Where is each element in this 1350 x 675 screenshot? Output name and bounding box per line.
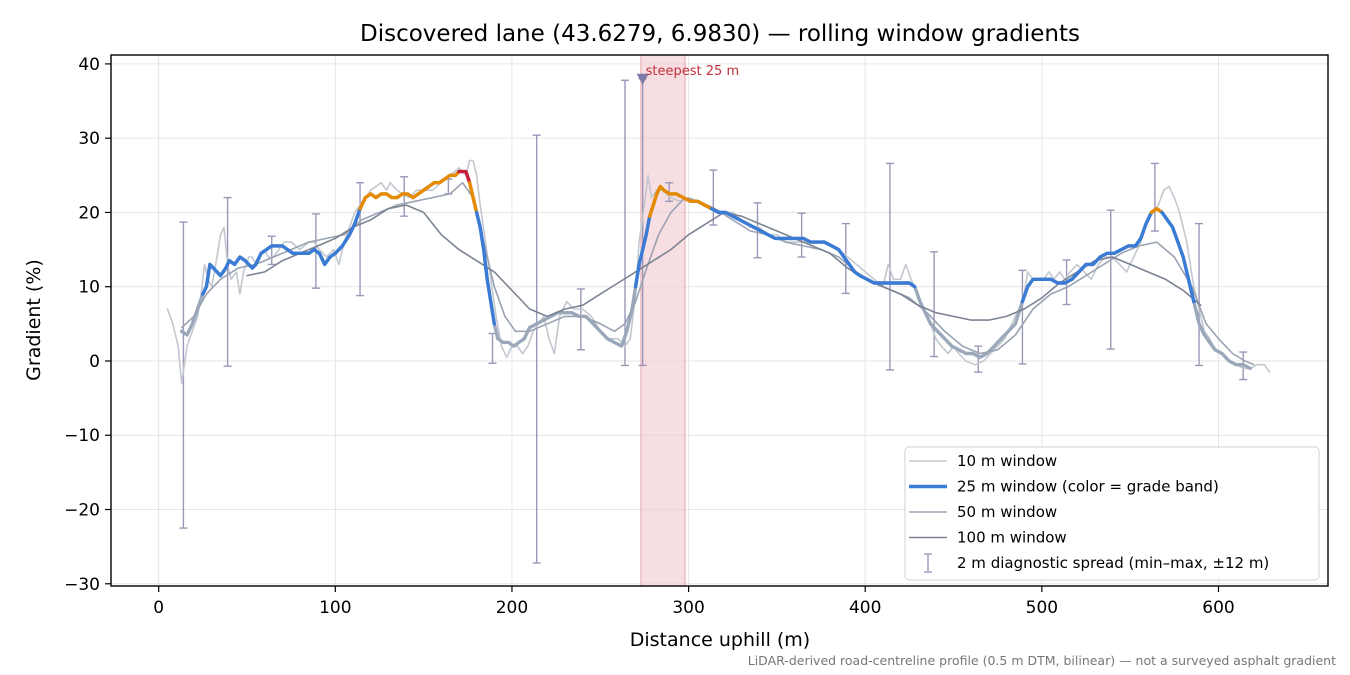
y-tick-label: 30 [78,129,100,149]
y-tick-label: 0 [89,352,100,372]
series-10m-line [166,159,1271,385]
errorbar [223,196,232,367]
legend-box [904,446,1320,581]
x-tick-label: 100 [319,598,351,618]
errorbar [1106,209,1115,350]
chart-title: Discovered lane (43.6279, 6.9830) — roll… [360,21,1080,47]
errorbar [974,345,983,373]
y-tick-label: −10 [64,426,100,446]
y-axis-label: Gradient (%) [23,259,45,381]
legend-label: 2 m diagnostic spread (min–max, ±12 m) [957,554,1269,572]
band-segment-mid [1020,210,1154,304]
steepest-label: steepest 25 m [646,64,739,79]
y-tick-label: −20 [64,501,100,521]
band-segment-high [1149,206,1164,215]
errorbar [267,235,276,266]
y-tick-label: 20 [78,203,100,223]
y-axis-ticks: −30 −20 −10 0 10 20 30 40 [64,55,111,595]
x-tick-label: 500 [1026,598,1058,618]
errorbar [1150,162,1159,232]
errorbar [356,182,365,297]
legend: 10 m window 25 m window (color = grade ba… [904,446,1320,581]
errorbar [709,169,718,226]
errorbar [532,134,541,564]
legend-label: 100 m window [957,529,1067,547]
legend-label: 10 m window [957,452,1057,470]
x-tick-label: 400 [849,598,881,618]
band-segment-high [358,169,461,211]
errorbar [1195,222,1204,367]
legend-label: 50 m window [957,503,1057,521]
errorbar [621,79,630,367]
legend-item-w50: 50 m window [909,503,1057,521]
band-segment-high [467,180,479,215]
y-tick-label: 10 [78,278,100,298]
band-segment-mid [633,214,652,289]
errorbar [797,212,806,258]
band-segment-steep [457,169,472,185]
band-segment-mid [709,206,917,289]
errorbar [576,288,585,351]
grid-lines [111,55,1328,586]
band-segment-mid [201,206,362,296]
band-segment-high [648,184,714,218]
legend-label: 25 m window (color = grade band) [957,478,1219,496]
x-tick-label: 600 [1202,598,1234,618]
legend-item-w25: 25 m window (color = grade band) [909,478,1219,496]
y-tick-label: 40 [78,55,100,75]
x-axis-ticks: 0 100 200 300 400 500 600 [153,586,1235,618]
steepest-marker-group: steepest 25 m [636,64,739,85]
footnote: LiDAR-derived road-centreline profile (0… [748,653,1336,668]
errorbar [885,162,894,371]
plot-frame [110,54,1329,587]
legend-item-err: 2 m diagnostic spread (min–max, ±12 m) [924,553,1269,573]
steepest-highlight [640,54,686,587]
errorbar-group [179,78,1248,564]
x-tick-label: 200 [496,598,528,618]
errorbar [400,176,409,217]
errorbar [930,251,939,358]
band-segment-mid [474,210,496,326]
steepest-span [640,54,686,587]
grade-band-line [201,169,1196,326]
x-tick-label: 300 [672,598,704,618]
band-segment-mid [1160,210,1196,304]
x-axis-label: Distance uphill (m) [630,629,810,651]
legend-item-w100: 100 m window [909,529,1067,547]
legend-item-w10: 10 m window [909,452,1057,470]
x-tick-label: 0 [153,598,164,618]
errorbar [1018,269,1027,365]
steepest-marker [636,73,649,85]
y-tick-label: −30 [64,575,100,595]
